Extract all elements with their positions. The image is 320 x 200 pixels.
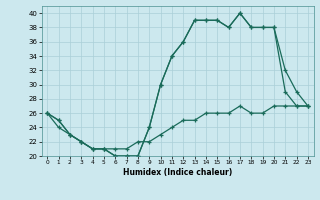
- X-axis label: Humidex (Indice chaleur): Humidex (Indice chaleur): [123, 168, 232, 177]
